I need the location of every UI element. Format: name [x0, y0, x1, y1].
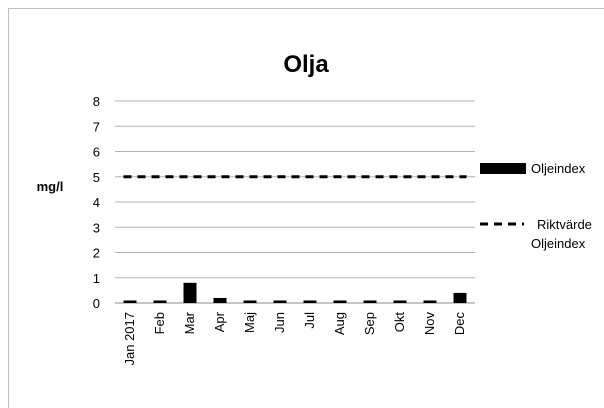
chart-frame	[8, 8, 604, 408]
x-tick-label: Maj	[242, 312, 257, 333]
y-tick-label: 2	[93, 246, 100, 261]
bar	[213, 297, 227, 303]
legend-line-label-2: Oljeindex	[531, 236, 586, 251]
bar	[363, 300, 377, 303]
bar	[123, 300, 137, 303]
y-tick-label: 6	[93, 145, 100, 160]
legend-bar-label: Oljeindex	[531, 161, 586, 176]
bar	[153, 300, 167, 303]
y-tick-label: 1	[93, 271, 100, 286]
x-tick-label: Dec	[452, 312, 467, 336]
y-axis-label: mg/l	[37, 179, 64, 194]
x-tick-label: Sep	[362, 312, 377, 335]
x-tick-label: Apr	[212, 311, 227, 332]
legend-line-label-1: Riktvärde	[537, 217, 592, 232]
x-tick-label: Feb	[152, 312, 167, 334]
y-tick-label: 4	[93, 195, 100, 210]
x-tick-label: Aug	[332, 312, 347, 335]
bar	[273, 300, 287, 303]
bar	[303, 300, 317, 303]
x-tick-label: Jun	[272, 312, 287, 333]
chart-canvas: Olja mg/l 0 1 2 3 4 5 6 7 8 Jan 2017 Feb Mar Apr Maj…	[37, 51, 592, 366]
y-tick-label: 7	[93, 119, 100, 134]
bar	[453, 292, 467, 303]
y-tick-label: 3	[93, 220, 100, 235]
bar	[183, 282, 197, 303]
bar	[423, 300, 437, 303]
y-tick-label: 0	[93, 296, 100, 311]
chart-title: Olja	[283, 51, 329, 78]
x-tick-label: Mar	[182, 311, 197, 334]
legend-bar-swatch	[480, 163, 526, 174]
bar	[243, 300, 257, 303]
x-tick-label: Nov	[422, 312, 437, 336]
x-tick-label: Jul	[302, 312, 317, 329]
x-tick-label: Jan 2017	[122, 312, 137, 366]
bar	[333, 300, 347, 303]
y-tick-label: 5	[93, 170, 100, 185]
x-tick-label: Okt	[392, 312, 407, 333]
bar	[393, 300, 407, 303]
y-tick-label: 8	[93, 94, 100, 109]
